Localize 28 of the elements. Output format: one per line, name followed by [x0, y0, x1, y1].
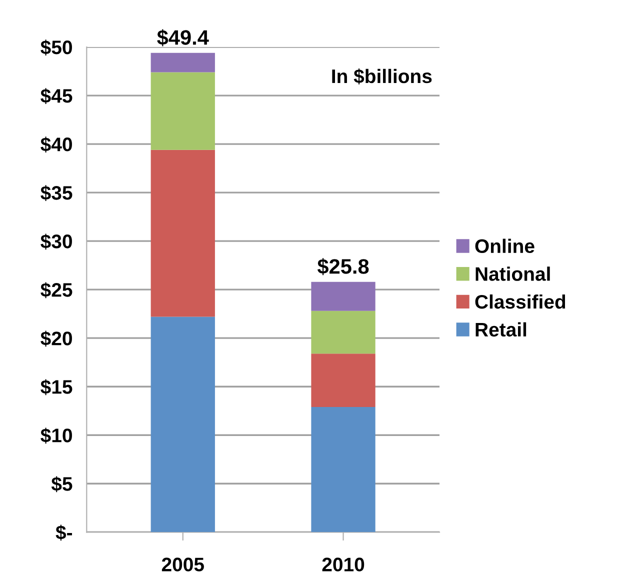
bar	[150, 316, 215, 532]
bar	[150, 52, 215, 72]
y-tick-label: $15	[40, 379, 72, 396]
y-tick-label: $5	[51, 476, 72, 492]
bar	[150, 72, 215, 150]
legend-label: Retail	[476, 322, 526, 337]
bar	[311, 354, 376, 407]
y-tick-label: $40	[40, 136, 72, 153]
y-tick-label: $10	[40, 428, 72, 444]
y-tick-label: $20	[40, 330, 72, 347]
bar	[311, 406, 376, 532]
y-tick-label: $45	[40, 88, 72, 104]
y-tick-label: $35	[40, 185, 72, 202]
x-tick-label: 2005	[162, 558, 204, 572]
y-tick-label: $-	[56, 524, 72, 541]
legend-label: Classified	[475, 294, 566, 309]
y-tick-label: $25	[40, 282, 72, 298]
bar	[311, 310, 376, 354]
bar	[311, 282, 376, 311]
y-tick-label: $30	[40, 234, 72, 250]
legend-label: Online	[475, 238, 534, 254]
legend-label: National	[476, 266, 550, 281]
bar	[150, 150, 215, 317]
annotation: In $billions	[332, 68, 432, 84]
total-label: $25.8	[317, 258, 369, 276]
total-label: $49.4	[157, 29, 209, 46]
y-tick-label: $50	[40, 40, 72, 56]
x-tick-label: 2010	[322, 558, 364, 572]
